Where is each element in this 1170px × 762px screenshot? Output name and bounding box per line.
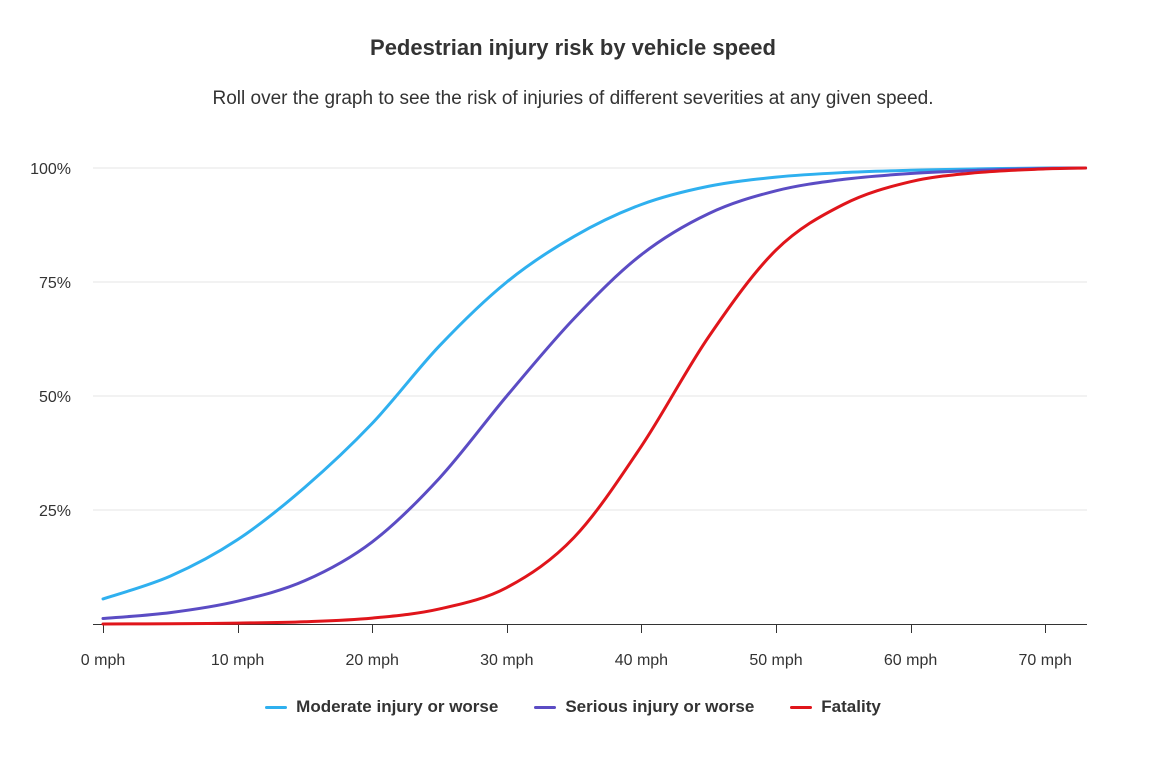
series-lines [101,166,1088,626]
y-tick-label: 75% [39,275,71,292]
series-line-moderate-injury-or-worse[interactable] [101,166,1088,601]
line-chart[interactable]: 25% 50% 75% 100% 0 mph 10 mph 20 mph 30 mph 40 … [0,0,1170,690]
legend-item-moderate-injury-or-worse[interactable]: Moderate injury or worse [265,697,498,717]
x-tick-label: 40 mph [615,652,668,669]
gridlines [93,167,1087,511]
y-tick-label: 25% [39,503,71,520]
legend-swatch [534,705,557,709]
series-line-serious-injury-or-worse[interactable] [101,166,1088,621]
chart-subtitle: Roll over the graph to see the risk of i… [212,88,934,109]
legend-label: Fatality [821,697,881,716]
legend-swatch [265,705,288,709]
x-tick-label: 10 mph [211,652,264,669]
legend-swatch [790,705,813,709]
x-tick-label: 0 mph [81,652,125,669]
x-tick-label: 50 mph [749,652,802,669]
legend-item-serious-injury-or-worse[interactable]: Serious injury or worse [534,697,754,717]
series-line-fatality[interactable] [101,166,1088,626]
y-tick-label: 50% [39,389,71,406]
legend: Moderate injury or worse Serious injury o… [0,697,1146,717]
y-axis: 25% 50% 75% 100% [30,161,71,520]
chart-title: Pedestrian injury risk by vehicle speed [370,35,776,60]
x-tick-label: 60 mph [884,652,937,669]
x-tick-label: 70 mph [1019,652,1072,669]
y-tick-label: 100% [30,161,71,178]
x-tick-label: 30 mph [480,652,533,669]
legend-item-fatality[interactable]: Fatality [790,697,881,717]
legend-label: Serious injury or worse [565,697,755,716]
legend-label: Moderate injury or worse [296,697,499,716]
x-tick-label: 20 mph [346,652,399,669]
x-axis: 0 mph 10 mph 20 mph 30 mph 40 mph 50 mph 60 mp… [81,624,1087,669]
